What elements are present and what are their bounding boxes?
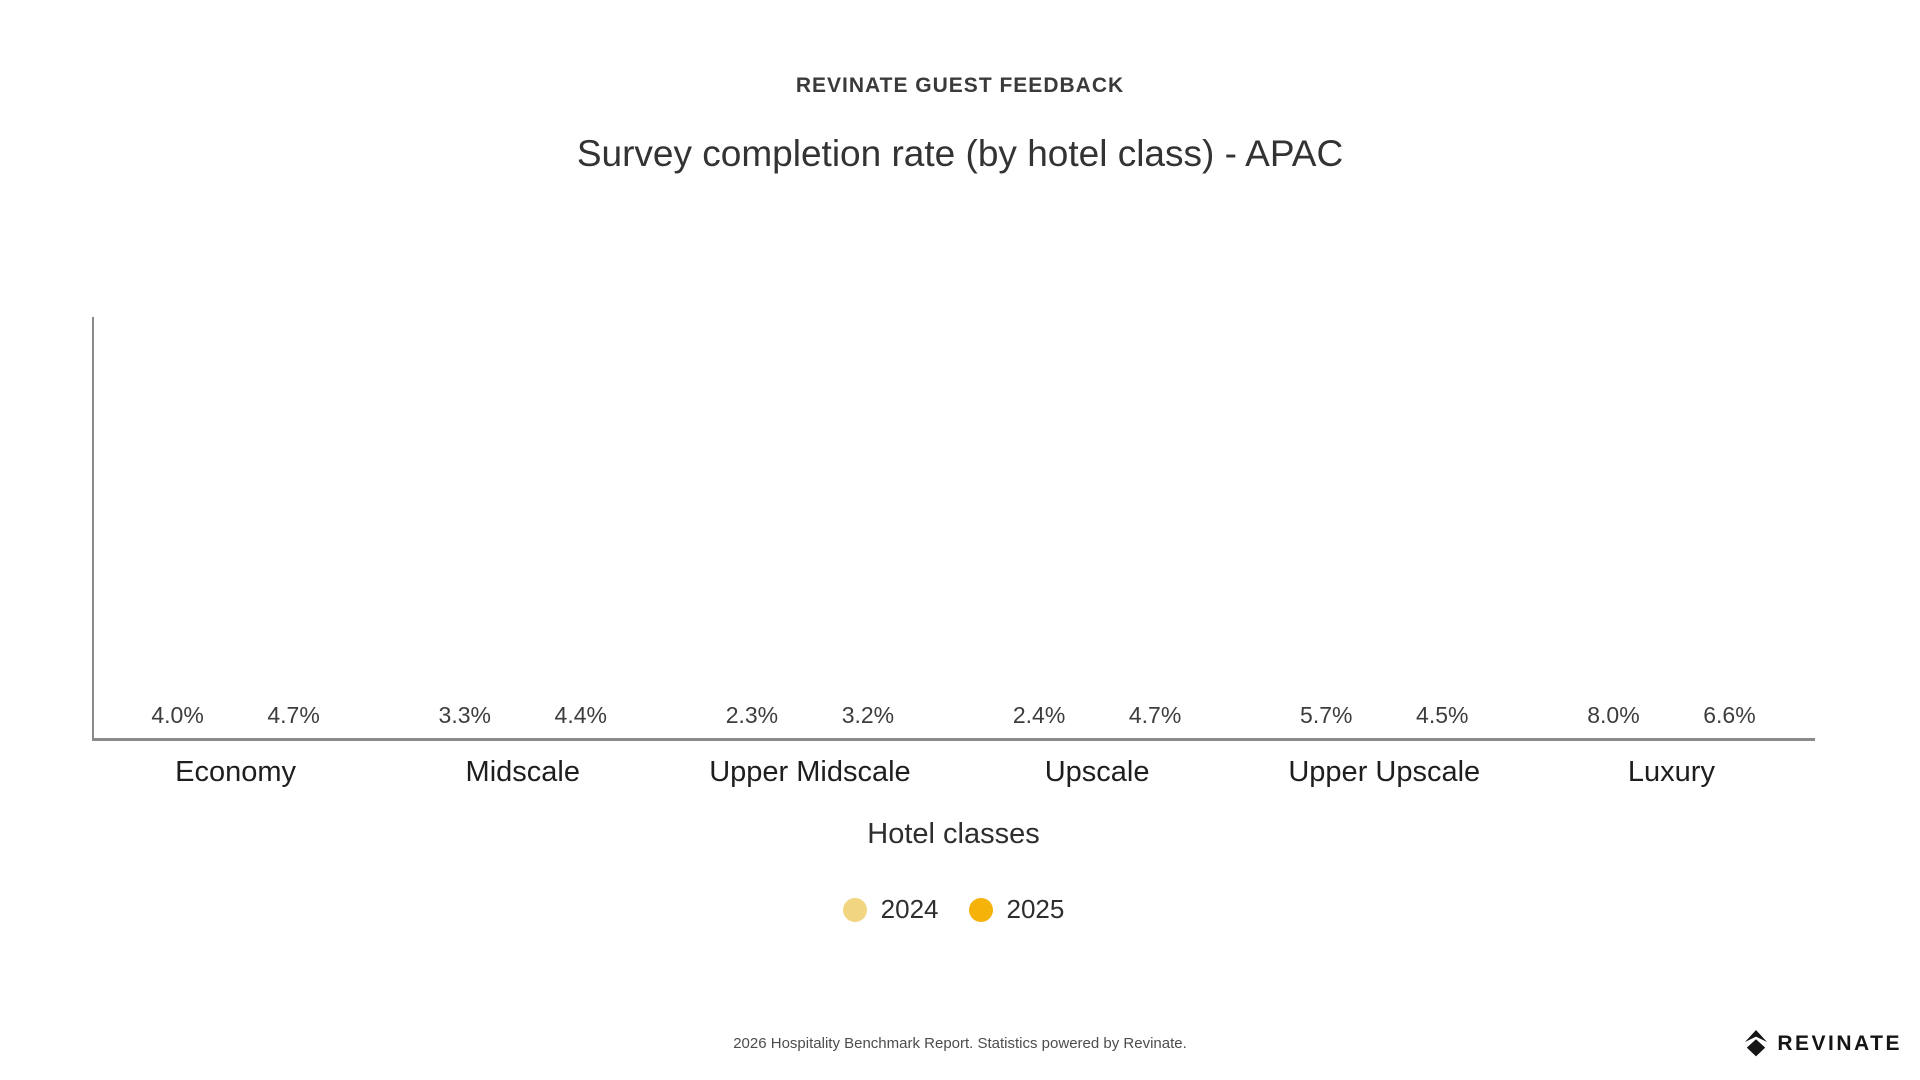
bar-col-2024-midscale: 3.3% — [413, 702, 517, 738]
revinate-logo-text: REVINATE — [1777, 1031, 1902, 1055]
bar-value-label-2024-upper-upscale: 5.7% — [1300, 702, 1353, 728]
legend-label-2025: 2025 — [1006, 894, 1065, 924]
bar-col-2024-economy: 4.0% — [126, 702, 230, 738]
bar-col-2025-upscale: 4.7% — [1103, 702, 1207, 738]
bar-value-label-2024-upscale: 2.4% — [1012, 702, 1066, 728]
bar-group-economy: 4.0% 4.7% — [92, 317, 379, 738]
bar-col-2025-luxury: 6.6% — [1677, 702, 1781, 738]
x-tick-upper-midscale: Upper Midscale — [709, 756, 911, 788]
bar-group-upper-upscale: 5.7% 4.5% — [1241, 317, 1528, 738]
bar-value-label-2025-economy: 4.7% — [267, 702, 320, 728]
bar-group-upscale: 2.4% 4.7% — [954, 317, 1241, 738]
revinate-logo-icon — [1745, 1030, 1768, 1057]
bar-group-upper-midscale: 2.3% 3.2% — [666, 317, 953, 738]
bar-value-label-2024-luxury: 8.0% — [1587, 702, 1640, 728]
bar-group-luxury: 8.0% 6.6% — [1528, 317, 1815, 738]
bar-col-2025-upper-midscale: 3.2% — [816, 702, 920, 738]
bar-value-label-2025-upper-midscale: 3.2% — [841, 702, 895, 728]
bar-group-midscale: 3.3% 4.4% — [379, 317, 666, 738]
plot-area: 4.0% 4.7% 3.3% 4.4% 2.3% 3.2% 2.4% 4.7% 5.7% 4.5%… — [92, 317, 1815, 741]
legend-label-2024: 2024 — [880, 894, 939, 924]
bar-col-2024-upper-upscale: 5.7% — [1274, 702, 1378, 738]
bar-value-label-2024-upper-midscale: 2.3% — [725, 702, 779, 728]
x-tick-midscale: Midscale — [465, 756, 580, 788]
bar-col-2024-luxury: 8.0% — [1561, 702, 1665, 738]
x-tick-upscale: Upscale — [1044, 756, 1150, 788]
bar-col-2024-upper-midscale: 2.3% — [700, 702, 804, 738]
bar-col-2025-midscale: 4.4% — [529, 702, 633, 738]
legend-dot-2025-icon — [968, 897, 993, 922]
bar-value-label-2024-economy: 4.0% — [151, 702, 204, 728]
bar-col-2024-upscale: 2.4% — [987, 702, 1091, 738]
revinate-logo[interactable]: REVINATE — [1744, 1030, 1902, 1057]
bar-value-label-2025-midscale: 4.4% — [554, 702, 607, 728]
chart-title: Survey completion rate (by hotel class) … — [576, 133, 1344, 174]
legend-item-2024[interactable]: 2024 — [842, 894, 939, 925]
chart-eyebrow: REVINATE GUEST FEEDBACK — [795, 74, 1125, 97]
bar-value-label-2025-upper-upscale: 4.5% — [1416, 702, 1469, 728]
y-axis-line — [92, 317, 94, 738]
x-axis-title: Hotel classes — [867, 818, 1040, 850]
x-tick-upper-upscale: Upper Upscale — [1288, 756, 1481, 788]
x-tick-luxury: Luxury — [1627, 756, 1715, 788]
footer-note: 2026 Hospitality Benchmark Report. Stati… — [733, 1035, 1187, 1052]
legend: 2024 2025 — [92, 894, 1815, 925]
bar-col-2025-upper-upscale: 4.5% — [1390, 702, 1494, 738]
x-axis-line — [92, 738, 1815, 741]
bar-value-label-2025-luxury: 6.6% — [1703, 702, 1756, 728]
bar-value-label-2025-upscale: 4.7% — [1128, 702, 1182, 728]
bar-groups: 4.0% 4.7% 3.3% 4.4% 2.3% 3.2% 2.4% 4.7% 5.7% 4.5%… — [92, 317, 1815, 738]
bar-col-2025-economy: 4.7% — [242, 702, 346, 738]
legend-item-2025[interactable]: 2025 — [968, 894, 1065, 925]
legend-dot-2024-icon — [842, 897, 867, 922]
x-tick-economy: Economy — [175, 756, 297, 788]
x-tick-labels: Economy Midscale Upper Midscale Upscale Uppe… — [92, 756, 1815, 789]
bar-value-label-2024-midscale: 3.3% — [438, 702, 491, 728]
